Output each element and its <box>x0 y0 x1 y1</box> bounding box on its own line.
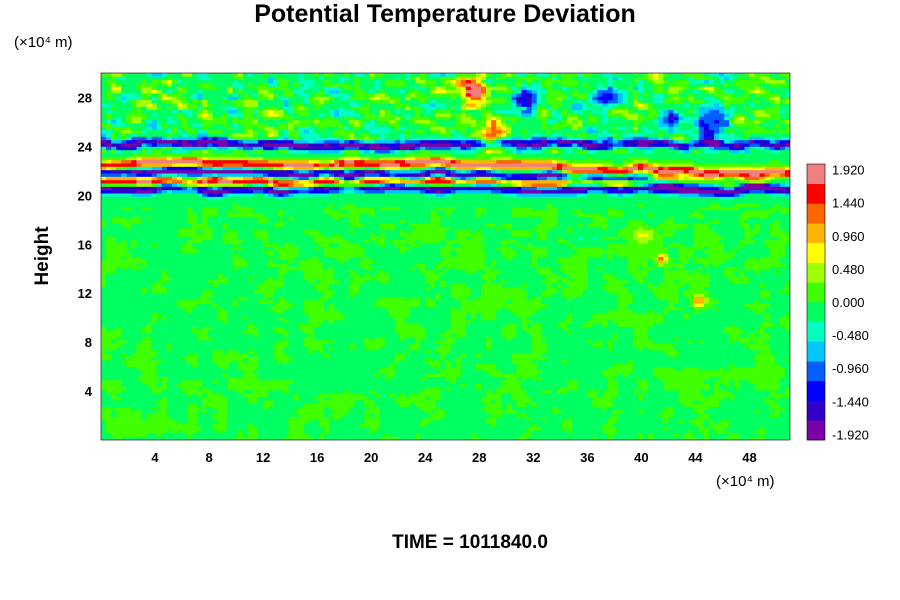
y-tick-label: 4 <box>85 384 93 399</box>
x-tick-label: 8 <box>205 450 212 465</box>
colorbar-tick-label: 0.480 <box>832 262 865 277</box>
y-tick-label: 16 <box>78 237 92 252</box>
y-tick-label: 12 <box>78 286 92 301</box>
colorbar-swatch <box>807 203 825 224</box>
x-tick-label: 32 <box>526 450 540 465</box>
colorbar-tick-label: 1.920 <box>832 163 865 178</box>
x-tick-label: 16 <box>310 450 324 465</box>
heatmap-field <box>101 73 790 440</box>
colorbar-swatch <box>807 321 825 342</box>
colorbar-swatch <box>807 242 825 263</box>
y-tick-label: 8 <box>85 335 92 350</box>
time-label: TIME = 1011840.0 <box>392 532 548 553</box>
y-axis-ticks: 4 8 12 16 20 24 28 <box>78 90 93 399</box>
colorbar-swatch <box>807 341 825 362</box>
x-tick-label: 44 <box>688 450 703 465</box>
colorbar-swatch <box>807 282 825 303</box>
colorbar <box>806 163 826 441</box>
colorbar-swatch <box>807 361 825 382</box>
x-tick-label: 28 <box>472 450 486 465</box>
x-tick-label: 48 <box>742 450 756 465</box>
colorbar-tick-label: 0.000 <box>832 295 865 310</box>
x-tick-label: 36 <box>580 450 594 465</box>
x-tick-label: 4 <box>151 450 159 465</box>
colorbar-labels: 1.920 1.440 0.960 0.480 0.000 -0.480 -0.960 -1.… <box>832 163 869 443</box>
plot-frame <box>100 72 791 441</box>
x-tick-label: 12 <box>256 450 270 465</box>
x-tick-label: 24 <box>418 450 433 465</box>
colorbar-tick-label: 1.440 <box>832 196 865 211</box>
y-tick-label: 24 <box>78 139 93 154</box>
colorbar-swatch <box>807 262 825 283</box>
colorbar-swatch <box>807 420 825 441</box>
colorbar-swatch <box>807 400 825 421</box>
x-axis-unit: (×10⁴ m) <box>716 473 775 490</box>
colorbar-swatch <box>807 223 825 244</box>
colorbar-swatch <box>807 302 825 323</box>
colorbar-swatch <box>807 380 825 401</box>
colorbar-swatch <box>807 183 825 204</box>
colorbar-frame <box>806 163 826 441</box>
colorbar-tick-label: -0.960 <box>832 361 869 376</box>
colorbar-tick-label: -0.480 <box>832 328 869 343</box>
colorbar-tick-label: 0.960 <box>832 229 865 244</box>
x-tick-label: 40 <box>634 450 648 465</box>
x-axis-ticks: 4 8 12 16 20 24 28 32 36 40 44 48 <box>151 450 756 465</box>
x-tick-label: 20 <box>364 450 378 465</box>
y-tick-label: 20 <box>78 188 92 203</box>
colorbar-swatch <box>807 164 825 185</box>
colorbar-tick-label: -1.440 <box>832 394 869 409</box>
y-axis-unit: (×10⁴ m) <box>14 34 73 51</box>
y-tick-label: 28 <box>78 90 92 105</box>
colorbar-tick-label: -1.920 <box>832 427 869 442</box>
chart-title: Potential Temperature Deviation <box>254 0 636 28</box>
